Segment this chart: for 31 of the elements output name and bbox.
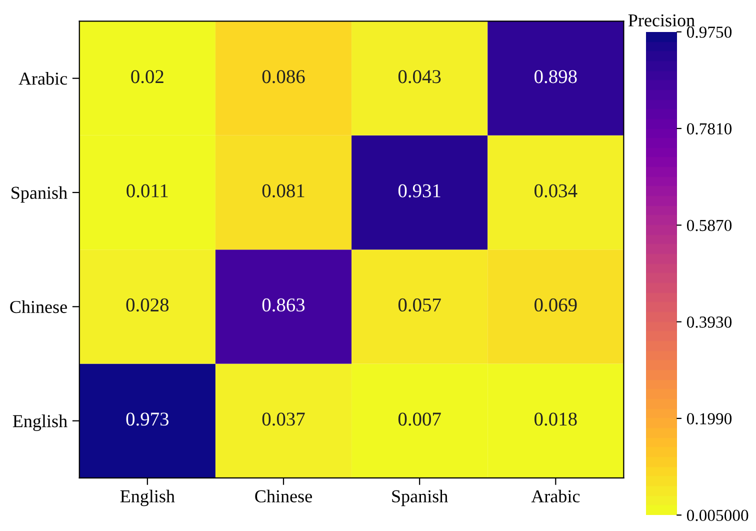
- x-tick-label: Chinese: [255, 490, 312, 502]
- color-bar-label: 0.1990: [686, 413, 732, 424]
- data-label: 0.081: [262, 184, 304, 198]
- color-bar-label: 0.3930: [686, 316, 732, 328]
- color-bar-label: 0.005000: [686, 510, 748, 522]
- data-label: 0.898: [534, 70, 577, 84]
- y-tick-label: Chinese: [10, 300, 67, 314]
- data-label: 0.057: [398, 298, 441, 312]
- x-tick-label: Spanish: [392, 490, 448, 506]
- data-label: 0.086: [262, 70, 305, 84]
- color-bar-label: 0.7810: [686, 123, 732, 135]
- data-label: 0.02: [131, 70, 164, 84]
- color-bar-title: Precision: [628, 14, 695, 26]
- data-label: 0.007: [398, 412, 441, 426]
- y-tick-label: Arabic: [18, 72, 68, 85]
- data-label: 0.037: [262, 412, 305, 426]
- data-label: 0.931: [398, 184, 440, 198]
- data-label: 0.011: [126, 184, 168, 198]
- data-label: 0.018: [534, 412, 577, 426]
- y-tick-label: English: [12, 414, 68, 431]
- x-tick-label: Arabic: [531, 490, 580, 502]
- data-label: 0.043: [398, 70, 441, 84]
- y-tick-label: Spanish: [12, 186, 68, 203]
- data-label: 0.863: [262, 298, 305, 312]
- color-bar-label: 0.9750: [686, 26, 732, 38]
- x-tick-label: English: [120, 490, 175, 506]
- data-label: 0.069: [534, 298, 577, 312]
- data-label: 0.973: [126, 412, 169, 426]
- data-label: 0.034: [534, 184, 578, 198]
- color-bar-label: 0.5870: [686, 220, 732, 232]
- data-label: 0.028: [126, 298, 169, 312]
